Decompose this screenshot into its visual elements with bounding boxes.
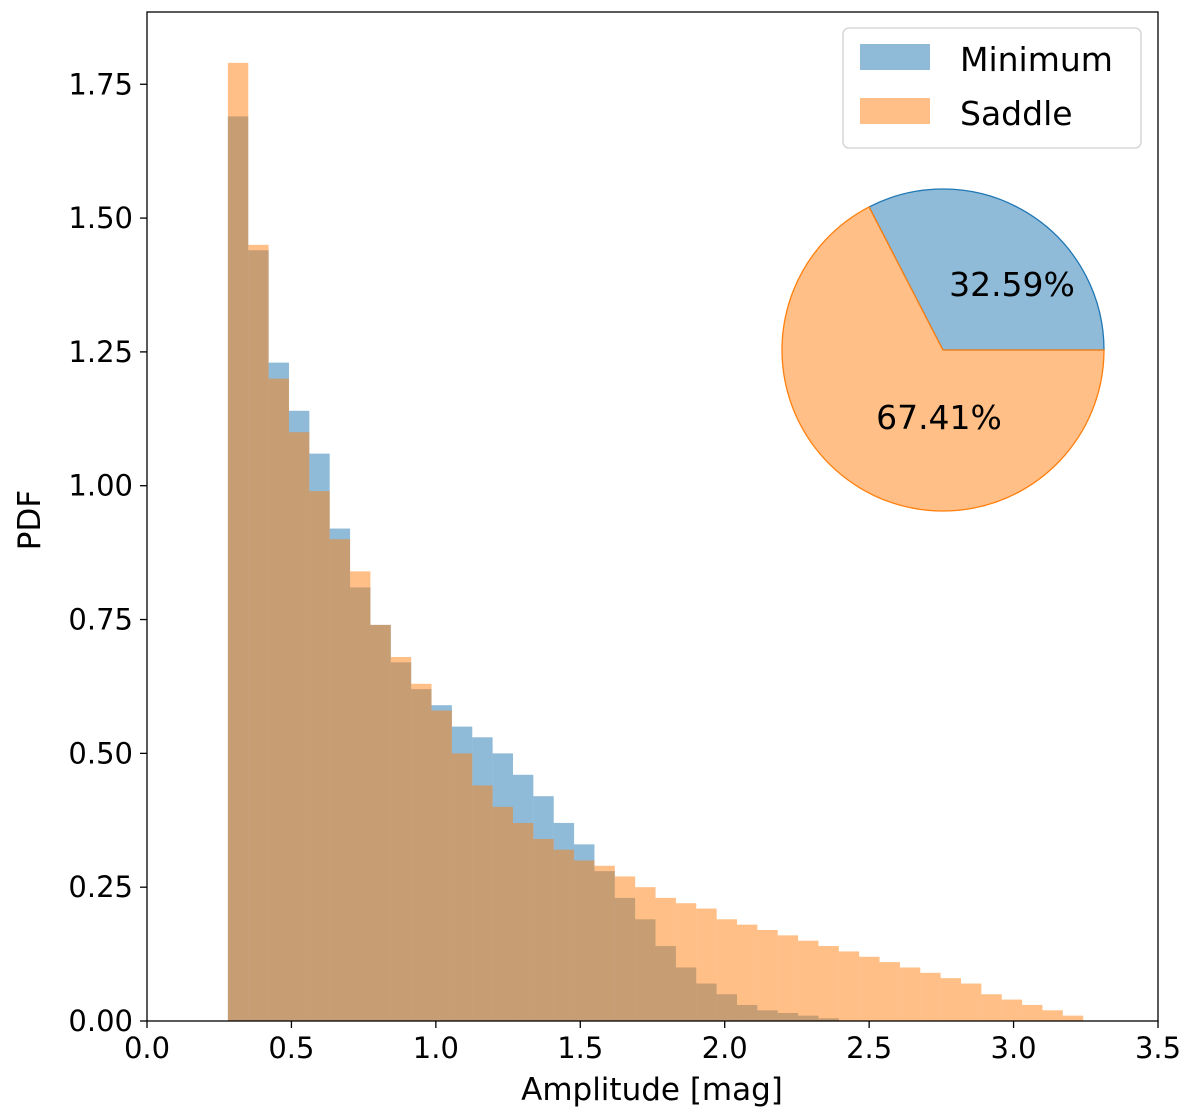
bar-saddle bbox=[899, 967, 921, 1021]
legend-label-minimum: Minimum bbox=[960, 40, 1113, 79]
y-tick-label: 0.50 bbox=[68, 736, 133, 770]
bar-saddle bbox=[370, 624, 391, 1021]
legend: Minimum Saddle bbox=[842, 27, 1142, 149]
bar-saddle bbox=[838, 951, 860, 1021]
x-tick-label: 2.0 bbox=[702, 1031, 748, 1065]
bar-saddle bbox=[879, 962, 900, 1021]
pie-label-saddle: 67.41% bbox=[876, 398, 1002, 437]
bar-saddle bbox=[553, 849, 575, 1021]
x-tick-label: 3.0 bbox=[991, 1031, 1037, 1065]
bar-saddle bbox=[329, 539, 351, 1021]
bar-saddle bbox=[309, 491, 330, 1021]
y-tick-label: 1.00 bbox=[68, 469, 133, 503]
bars-layer bbox=[227, 62, 1084, 1022]
bar-saddle bbox=[777, 935, 799, 1021]
x-tick-label: 2.5 bbox=[846, 1031, 892, 1065]
y-tick-label: 1.50 bbox=[68, 201, 133, 235]
axes-layer: 0.0 0.5 1.0 1.5 2.0 2.5 3.0 3.5 0.00 0.25 0.50 0.75… bbox=[68, 67, 1181, 1065]
bar-saddle bbox=[696, 908, 717, 1021]
y-tick-label: 1.25 bbox=[68, 335, 133, 369]
bar-saddle bbox=[1022, 1004, 1043, 1021]
bar-saddle bbox=[390, 657, 412, 1021]
bar-saddle bbox=[635, 887, 656, 1021]
bar-saddle bbox=[716, 919, 737, 1021]
legend-label-saddle: Saddle bbox=[960, 94, 1073, 133]
bar-saddle bbox=[451, 753, 473, 1021]
bar-saddle bbox=[411, 683, 432, 1021]
series-saddle bbox=[227, 62, 1084, 1022]
x-axis-title: Amplitude [mag] bbox=[521, 1072, 783, 1108]
x-tick-label: 1.0 bbox=[413, 1031, 459, 1065]
y-tick-label: 0.75 bbox=[68, 603, 133, 637]
bar-saddle bbox=[736, 924, 758, 1021]
legend-swatch-minimum bbox=[860, 44, 930, 70]
inset-pie-chart bbox=[781, 188, 1105, 512]
bar-saddle bbox=[1001, 999, 1023, 1021]
bar-saddle bbox=[431, 710, 452, 1021]
x-tick-label: 1.5 bbox=[557, 1031, 603, 1065]
x-tick-label: 3.5 bbox=[1135, 1031, 1181, 1065]
y-tick-label: 0.25 bbox=[68, 870, 133, 904]
bar-saddle bbox=[227, 62, 249, 1022]
bar-saddle bbox=[920, 972, 941, 1021]
bar-saddle bbox=[350, 571, 371, 1021]
bar-saddle bbox=[248, 244, 269, 1021]
pie-label-minimum: 32.59% bbox=[949, 265, 1075, 304]
bar-saddle bbox=[492, 806, 513, 1021]
y-axis-title: PDF bbox=[12, 490, 48, 550]
bar-saddle bbox=[940, 978, 961, 1021]
bar-saddle bbox=[472, 785, 493, 1021]
pie-slice-saddle bbox=[781, 206, 1105, 512]
bar-saddle bbox=[533, 839, 554, 1021]
x-tick-label: 0.5 bbox=[268, 1031, 314, 1065]
bar-saddle bbox=[1062, 1015, 1084, 1021]
bar-saddle bbox=[818, 946, 839, 1021]
y-tick-label: 0.00 bbox=[68, 1004, 133, 1038]
bar-saddle bbox=[859, 956, 880, 1021]
legend-swatch-saddle bbox=[860, 98, 930, 124]
plot-frame bbox=[146, 11, 1159, 1022]
bar-saddle bbox=[574, 860, 595, 1021]
bar-saddle bbox=[675, 903, 697, 1021]
bar-saddle bbox=[757, 930, 778, 1021]
bar-saddle bbox=[268, 378, 289, 1021]
x-tick-label: 0.0 bbox=[124, 1031, 170, 1065]
bar-saddle bbox=[614, 876, 636, 1021]
bar-saddle bbox=[288, 432, 310, 1022]
bar-saddle bbox=[960, 983, 982, 1021]
bar-saddle bbox=[512, 822, 534, 1021]
bar-saddle bbox=[1042, 1010, 1063, 1021]
bar-saddle bbox=[798, 940, 819, 1021]
y-tick-label: 1.75 bbox=[68, 67, 133, 101]
bar-saddle bbox=[594, 865, 615, 1021]
bar-saddle bbox=[655, 897, 676, 1021]
pie-slice-minimum bbox=[868, 188, 1105, 351]
bar-saddle bbox=[981, 994, 1002, 1021]
